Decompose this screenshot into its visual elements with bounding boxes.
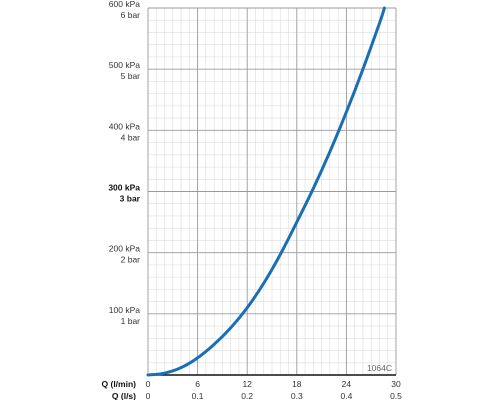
x-tick-label-lpm: 0 [146, 379, 151, 389]
x-tick-label-lpm: 12 [242, 379, 252, 389]
x-axis-tick-labels: 0 6 12 18 24 30 0 0.1 0.2 0.3 0.4 0.5 [146, 379, 403, 400]
x-tick-label-lps: 0.3 [291, 391, 303, 400]
x-tick-label-lps: 0.4 [340, 391, 352, 400]
series-group [146, 6, 386, 377]
y-tick-label-bar: 4 bar [121, 132, 141, 142]
y-tick-label-bar: 2 bar [121, 255, 141, 265]
x-axis-label-lpm: Q (l/min) [102, 379, 137, 389]
y-tick-label-kpa: 100 kPa [109, 305, 140, 315]
x-axis-label-lps: Q (l/s) [112, 391, 136, 400]
y-tick-label-bar: 1 bar [121, 316, 141, 326]
x-tick-label-lpm: 24 [342, 379, 352, 389]
x-tick-label-lpm: 18 [292, 379, 302, 389]
y-tick-label-bar: 6 bar [121, 10, 141, 20]
y-tick-label-kpa: 400 kPa [109, 121, 140, 131]
series-line [146, 6, 386, 377]
x-tick-label-lps: 0.2 [241, 391, 253, 400]
y-tick-label-bar: 5 bar [121, 71, 141, 81]
y-tick-label-kpa: 300 kPa [108, 183, 140, 193]
x-tick-label-lps: 0 [146, 391, 151, 400]
major-grid [147, 7, 397, 376]
figure-code: 1064C [367, 363, 392, 373]
x-tick-label-lpm: 30 [391, 379, 401, 389]
y-tick-label-bar: 3 bar [120, 194, 141, 204]
x-tick-label-lpm: 6 [195, 379, 200, 389]
y-tick-label-kpa: 500 kPa [109, 60, 140, 70]
x-tick-label-lps: 0.1 [192, 391, 204, 400]
y-tick-label-kpa: 200 kPa [109, 244, 140, 254]
x-tick-label-lps: 0.5 [390, 391, 402, 400]
y-tick-label-kpa: 600 kPa [109, 0, 140, 9]
